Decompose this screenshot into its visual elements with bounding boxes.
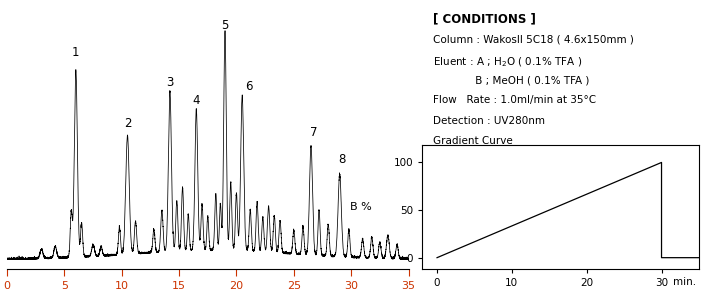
Text: Detection : UV280nm: Detection : UV280nm [433, 115, 545, 126]
Text: 5: 5 [221, 19, 229, 32]
Text: 7: 7 [309, 126, 317, 139]
Text: 1: 1 [72, 46, 80, 59]
Text: Column : WakosII 5C18 ( 4.6x150mm ): Column : WakosII 5C18 ( 4.6x150mm ) [433, 35, 634, 45]
Text: Eluent : A ; H$_2$O ( 0.1% TFA ): Eluent : A ; H$_2$O ( 0.1% TFA ) [433, 55, 582, 69]
Text: 6: 6 [245, 80, 253, 93]
Text: 4: 4 [193, 94, 200, 107]
Text: Flow   Rate : 1.0ml/min at 35°C: Flow Rate : 1.0ml/min at 35°C [433, 95, 597, 106]
Text: [ CONDITIONS ]: [ CONDITIONS ] [433, 13, 536, 26]
Text: 3: 3 [166, 76, 174, 89]
Text: min.: min. [673, 277, 696, 287]
Text: 8: 8 [338, 153, 346, 167]
Text: Gradient Curve: Gradient Curve [433, 136, 513, 146]
Text: 2: 2 [124, 117, 131, 130]
Text: B ; MeOH ( 0.1% TFA ): B ; MeOH ( 0.1% TFA ) [433, 75, 590, 85]
Text: B %: B % [350, 202, 372, 212]
